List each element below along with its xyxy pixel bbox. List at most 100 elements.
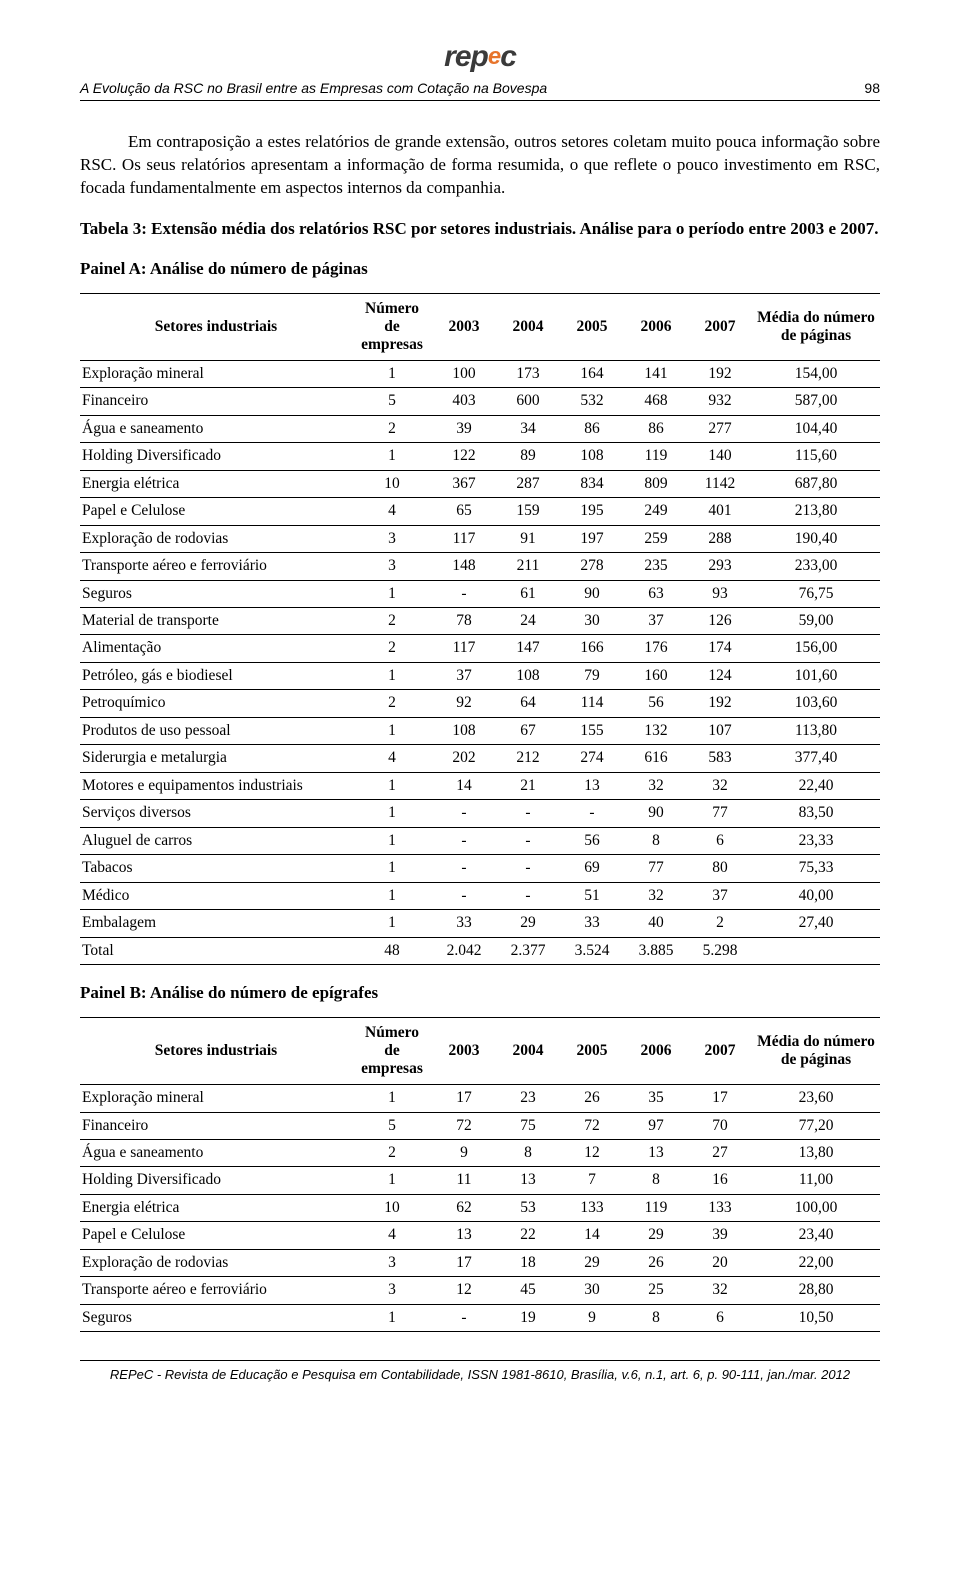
table-cell: 40	[624, 910, 688, 937]
table-cell: 8	[624, 1167, 688, 1194]
table-cell: 13	[432, 1222, 496, 1249]
table-cell: -	[496, 882, 560, 909]
table-cell: 86	[560, 415, 624, 442]
table-cell: 293	[688, 553, 752, 580]
table-row: Exploração de rodovias311791197259288190…	[80, 525, 880, 552]
table-cell: 26	[624, 1249, 688, 1276]
table-cell: Total	[80, 937, 352, 964]
table-cell: 1	[352, 827, 432, 854]
table-cell: 3	[352, 553, 432, 580]
table-cell: 32	[688, 772, 752, 799]
table-cell: Energia elétrica	[80, 470, 352, 497]
table-cell: 8	[496, 1140, 560, 1167]
table-cell: 32	[688, 1277, 752, 1304]
col-header: Média do número de páginas	[752, 1018, 880, 1085]
table-cell: -	[432, 855, 496, 882]
table-cell: Água e saneamento	[80, 1140, 352, 1167]
table-cell: 79	[560, 662, 624, 689]
table-cell: 119	[624, 443, 688, 470]
table-cell: 278	[560, 553, 624, 580]
table-cell: 93	[688, 580, 752, 607]
table-row: Financeiro5727572977077,20	[80, 1112, 880, 1139]
table-cell: 45	[496, 1277, 560, 1304]
table-cell: 29	[624, 1222, 688, 1249]
table-cell: 1	[352, 662, 432, 689]
table-row: Energia elétrica103672878348091142687,80	[80, 470, 880, 497]
table-cell: 1	[352, 1085, 432, 1112]
table-cell: 115,60	[752, 443, 880, 470]
table-cell: 1142	[688, 470, 752, 497]
table-cell: Holding Diversificado	[80, 1167, 352, 1194]
table-cell: -	[560, 800, 624, 827]
table-cell: 91	[496, 525, 560, 552]
table-cell: Água e saneamento	[80, 415, 352, 442]
table-row: Exploração de rodovias3171829262022,00	[80, 1249, 880, 1276]
table-cell: 100	[432, 360, 496, 387]
table-cell: 67	[496, 717, 560, 744]
table-cell: 25	[624, 1277, 688, 1304]
table-row: Serviços diversos1---907783,50	[80, 800, 880, 827]
table-cell: 195	[560, 498, 624, 525]
table-cell: 23,60	[752, 1085, 880, 1112]
table-cell: 63	[624, 580, 688, 607]
table-cell: 21	[496, 772, 560, 799]
table-cell: 274	[560, 745, 624, 772]
table-cell: 27,40	[752, 910, 880, 937]
table-row: Holding Diversificado112289108119140115,…	[80, 443, 880, 470]
table-cell: 687,80	[752, 470, 880, 497]
table-cell: 29	[496, 910, 560, 937]
table-cell: 48	[352, 937, 432, 964]
table-cell: 70	[688, 1112, 752, 1139]
table-cell: 122	[432, 443, 496, 470]
table-cell: 19	[496, 1304, 560, 1331]
table-cell: 468	[624, 388, 688, 415]
table-cell: -	[432, 1304, 496, 1331]
table-cell: 32	[624, 772, 688, 799]
col-header: 2006	[624, 293, 688, 360]
table-cell: 140	[688, 443, 752, 470]
paragraph-intro: Em contraposição a estes relatórios de g…	[80, 131, 880, 200]
table-cell: 5	[352, 388, 432, 415]
col-header: 2007	[688, 293, 752, 360]
table-cell: 117	[432, 635, 496, 662]
col-header: 2005	[560, 1018, 624, 1085]
table-cell: 1	[352, 1167, 432, 1194]
table-cell: 56	[560, 827, 624, 854]
table-cell: 192	[688, 690, 752, 717]
table-row: Transporte aéreo e ferroviário3148211278…	[80, 553, 880, 580]
table-row: Seguros1-6190639376,75	[80, 580, 880, 607]
table-cell: 90	[624, 800, 688, 827]
table-cell: Papel e Celulose	[80, 1222, 352, 1249]
table-cell: 2	[352, 607, 432, 634]
table-row: Embalagem133293340227,40	[80, 910, 880, 937]
table-cell: 9	[432, 1140, 496, 1167]
table-cell: 23,33	[752, 827, 880, 854]
table-cell: 155	[560, 717, 624, 744]
table-cell: 159	[496, 498, 560, 525]
table-cell: 211	[496, 553, 560, 580]
table-cell: 108	[496, 662, 560, 689]
table-cell: 117	[432, 525, 496, 552]
col-header: Média do número de páginas	[752, 293, 880, 360]
table-cell: 108	[560, 443, 624, 470]
table-cell: 32	[624, 882, 688, 909]
table-cell: 23	[496, 1085, 560, 1112]
table-cell: 77	[624, 855, 688, 882]
col-header: Setores industriais	[80, 1018, 352, 1085]
table-cell: 160	[624, 662, 688, 689]
table-cell: 83,50	[752, 800, 880, 827]
table-cell: 132	[624, 717, 688, 744]
table-cell: 61	[496, 580, 560, 607]
table-cell: Transporte aéreo e ferroviário	[80, 553, 352, 580]
table-cell: 34	[496, 415, 560, 442]
col-header: 2003	[432, 293, 496, 360]
table-cell: 104,40	[752, 415, 880, 442]
table-cell: 29	[560, 1249, 624, 1276]
table-cell: 92	[432, 690, 496, 717]
table-cell: 164	[560, 360, 624, 387]
col-header: 2005	[560, 293, 624, 360]
table-panel-b: Setores industriais Número de empresas 2…	[80, 1017, 880, 1332]
table-cell: 2.042	[432, 937, 496, 964]
table-cell: 72	[432, 1112, 496, 1139]
table-cell: 5	[352, 1112, 432, 1139]
